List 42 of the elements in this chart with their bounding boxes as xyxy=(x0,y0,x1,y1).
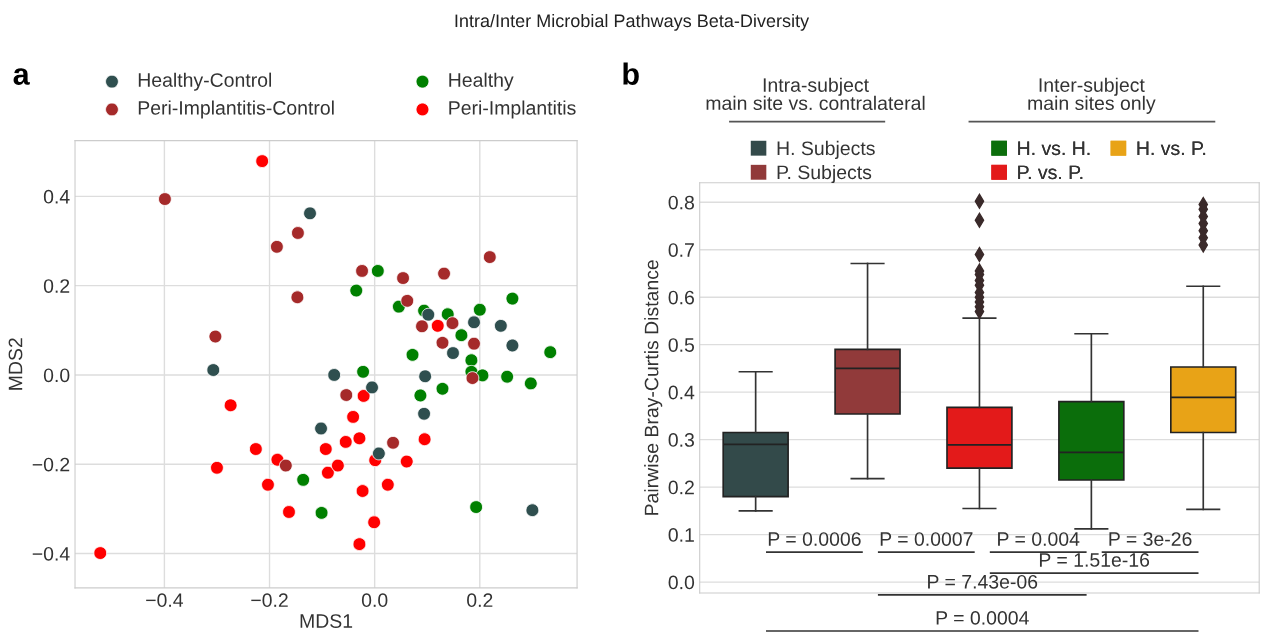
legend-label: H. vs. H. xyxy=(1018,141,1090,156)
y-tick-label: 0.2 xyxy=(43,279,70,293)
text: b xyxy=(623,62,639,85)
x-tick-label: 0.2 xyxy=(467,593,493,608)
y-tick-label: 0.4 xyxy=(43,189,70,204)
legend-label: Peri-Implantitis xyxy=(449,100,576,119)
y-tick-label: 0.7 xyxy=(668,243,694,257)
annotation: P = 0.0007 xyxy=(880,532,973,546)
y-tick-label: 0.5 xyxy=(668,338,695,352)
legend-label: H. vs. P. xyxy=(1137,141,1206,156)
y-tick-label: 0.1 xyxy=(668,528,694,542)
legend-label: Peri-Implantitis-Control xyxy=(138,100,334,119)
y-tick-label: 0.0 xyxy=(668,575,695,590)
annotation: P = 3e-26 xyxy=(1109,532,1192,546)
y-axis-title: Pairwise Bray-Curtis Distance xyxy=(644,260,663,515)
y-axis-title: MDS2 xyxy=(8,338,23,390)
text: P = 0.0004 xyxy=(936,610,1029,625)
text: Intra/Inter Microbial Pathways Beta-Diversity xyxy=(455,13,810,31)
legend-label: H. Subjects xyxy=(777,140,875,159)
y-tick-label: 0.3 xyxy=(668,433,694,447)
annotation: P = 0.0006 xyxy=(768,532,861,546)
text: a xyxy=(13,68,30,85)
legend-label: Healthy xyxy=(449,72,514,91)
y-tick-label: 0.4 xyxy=(668,385,695,400)
annotation: P = 0.004 xyxy=(998,532,1080,546)
annotation: P = 1.51e-16 xyxy=(1039,553,1150,567)
x-tick-label: −0.4 xyxy=(146,593,184,608)
legend-label: P. Subjects xyxy=(777,164,872,184)
text: Intra-subject main site vs. contralateral xyxy=(706,77,925,111)
y-tick-label: −0.2 xyxy=(32,457,70,472)
x-tick-label: 0.0 xyxy=(361,593,388,608)
y-tick-label: 0.2 xyxy=(668,480,694,495)
y-tick-label: 0.8 xyxy=(668,195,694,210)
y-tick-label: −0.4 xyxy=(32,546,70,561)
annotation: P = 7.43e-06 xyxy=(928,574,1038,589)
y-tick-label: 0.0 xyxy=(43,368,70,383)
legend-label: P. vs. P. xyxy=(1018,165,1083,180)
text: Inter-subject main sites only xyxy=(1028,77,1156,114)
legend-label: Healthy-Control xyxy=(138,72,272,91)
x-axis-title: MDS1 xyxy=(300,614,353,628)
y-tick-label: 0.6 xyxy=(668,290,694,305)
x-tick-label: −0.2 xyxy=(251,593,288,608)
